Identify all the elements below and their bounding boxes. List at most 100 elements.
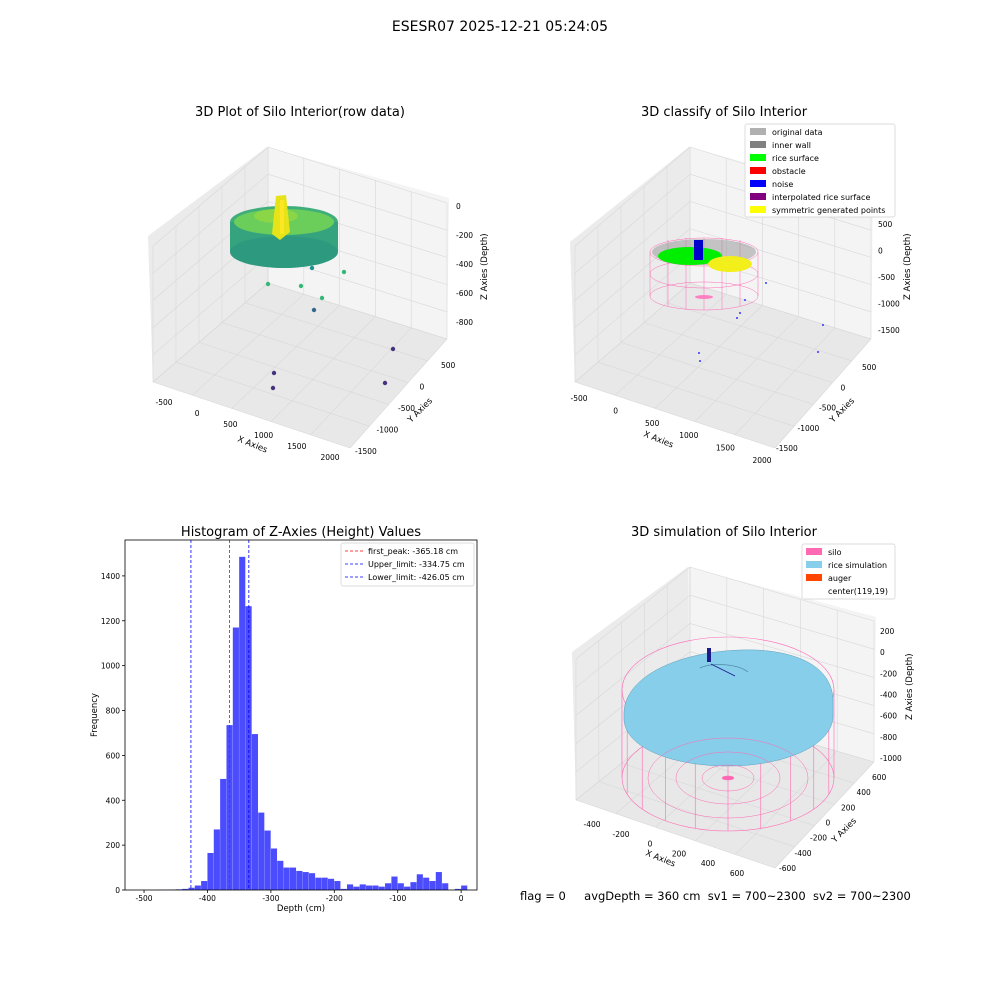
y-tick-label: 200 — [841, 803, 856, 812]
gridline — [689, 201, 872, 258]
z-tick-label: 0 — [456, 202, 461, 211]
legend-label: inner wall — [772, 141, 811, 150]
gridline — [689, 228, 872, 285]
gridline — [666, 302, 852, 362]
gridline — [734, 750, 838, 855]
raw-scatter-points — [265, 265, 396, 391]
gridline — [310, 327, 412, 436]
legend-label: interpolated rice surface — [772, 193, 870, 202]
noise-point — [744, 299, 746, 301]
z-tick-label: -1000 — [880, 754, 902, 763]
x-tick-label: 200 — [672, 849, 687, 858]
y-tick-label: 400 — [857, 788, 872, 797]
legend-swatch — [750, 180, 766, 187]
histogram-bars — [156, 556, 468, 890]
z-tick-label: -600 — [456, 289, 473, 298]
noise-point — [698, 352, 700, 354]
z-tick-label: 200 — [880, 627, 895, 636]
histogram-bar — [391, 876, 398, 890]
legend-label: rice surface — [772, 154, 819, 163]
gridline — [270, 316, 376, 422]
histogram-y-axis-label: Frequency — [90, 693, 100, 737]
histogram-bar — [283, 867, 290, 890]
simulation-silo-bottom-rings — [647, 737, 809, 819]
legend-label: silo — [828, 548, 842, 557]
x-tick-label: 1500 — [716, 444, 735, 453]
noise-point — [699, 360, 701, 362]
legend-swatch — [750, 128, 766, 135]
gridline — [689, 623, 875, 678]
y-tick-label: 500 — [441, 361, 456, 370]
raw-point — [341, 269, 347, 275]
legend-swatch — [750, 167, 766, 174]
subplot-classify: 3D classify of Silo Interior — [570, 105, 913, 465]
histogram-bar — [251, 734, 258, 890]
raw-tick-labels: -500 0 500 1000 1500 2000 500 0 -500 -1000 -1500 0 -… — [155, 202, 473, 462]
gridline — [614, 293, 727, 396]
y-tick-label: 600 — [106, 751, 121, 760]
raw-point — [270, 385, 276, 391]
z-tick-label: 0 — [880, 648, 885, 657]
x-tick-label: 500 — [645, 419, 660, 428]
y-tick-label: -200 — [810, 834, 827, 843]
z-tick-label: -500 — [878, 273, 895, 282]
y-tick-label: 600 — [872, 773, 887, 782]
gridline — [198, 342, 389, 405]
simulation-y-axis-label: Y Axies — [829, 816, 859, 846]
z-tick-label: -800 — [880, 733, 897, 742]
histogram-bar — [239, 556, 246, 890]
simulation-z-axis-label: Z Axies (Depth) — [905, 653, 915, 720]
y-tick-label: -500 — [819, 404, 836, 413]
legend-swatch — [806, 561, 822, 568]
classify-x-axis-label: X Axies — [642, 430, 675, 451]
raw-z-axis-label: Z Axies (Depth) — [480, 233, 490, 300]
y-tick-label: -1000 — [798, 424, 820, 433]
x-tick-label: -100 — [389, 894, 406, 903]
histogram-bar — [372, 885, 379, 890]
gridline — [192, 293, 305, 396]
simulation-tick-labels: -400-20002004006006004002000-200-400-600… — [583, 627, 902, 878]
x-tick-label: -400 — [199, 894, 216, 903]
histogram-legend: first_peak: -365.18 cm Upper_limit: -334.… — [340, 542, 475, 587]
gridline — [574, 381, 776, 449]
subplot-histogram: Histogram of Z-Axies (Height) Values -50… — [90, 525, 478, 914]
legend-label: obstacle — [772, 167, 806, 176]
legend-swatch — [806, 548, 822, 555]
histogram-reference-lines — [190, 540, 250, 890]
y-tick-label: 0 — [420, 383, 425, 392]
gridline — [689, 282, 872, 340]
y-tick-label: -500 — [398, 404, 415, 413]
z-tick-label: -400 — [456, 260, 473, 269]
legend-label: original data — [772, 128, 823, 137]
x-tick-label: 1000 — [254, 431, 273, 440]
gridline — [654, 305, 763, 409]
histogram-bar — [327, 878, 335, 890]
histogram-title: Histogram of Z-Axies (Height) Values — [181, 525, 421, 540]
avg-depth-text: avgDepth = 360 cm — [584, 889, 701, 903]
sv2-text: sv2 = 700~2300 — [812, 889, 911, 903]
legend-label: first_peak: -365.18 cm — [368, 547, 458, 556]
histogram-bar — [410, 882, 417, 890]
legend-label: center(119,19) — [828, 587, 888, 596]
histogram-bar — [366, 885, 373, 890]
histogram-bar — [207, 852, 214, 890]
histogram-bar — [258, 812, 265, 890]
gridline — [152, 255, 269, 356]
gridline — [175, 361, 370, 427]
gridline — [574, 255, 691, 356]
histogram-bar — [385, 883, 392, 890]
legend-swatch — [750, 154, 766, 161]
y-tick-label: 1200 — [101, 617, 120, 626]
x-tick-label: 0 — [195, 409, 200, 418]
gridline — [689, 594, 875, 650]
y-tick-label: 800 — [106, 707, 121, 716]
histogram-bar — [220, 778, 227, 890]
histogram-bar — [454, 888, 461, 890]
y-tick-label: -600 — [779, 864, 796, 873]
histogram-bar — [334, 881, 341, 890]
legend-swatch — [750, 193, 766, 200]
x-tick-label: 400 — [701, 859, 716, 868]
raw-point — [311, 307, 317, 313]
histogram-bar — [321, 877, 328, 890]
